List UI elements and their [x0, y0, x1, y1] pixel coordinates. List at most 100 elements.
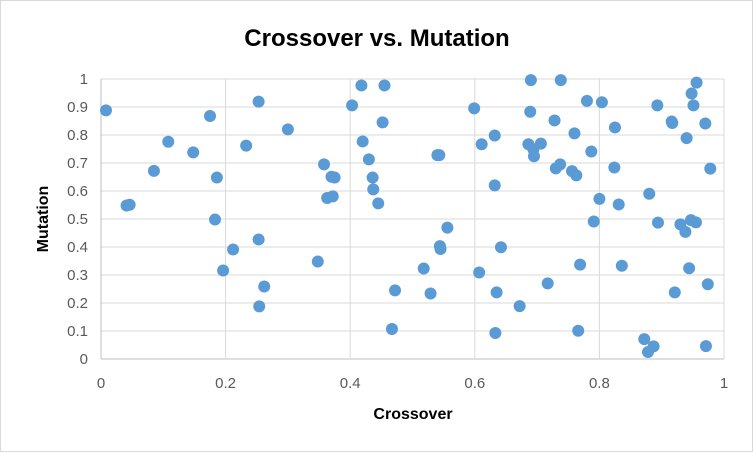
scatter-point: [99, 104, 112, 117]
scatter-point: [252, 95, 265, 108]
scatter-point: [468, 102, 481, 115]
scatter-point: [434, 242, 447, 255]
scatter-point: [643, 187, 656, 200]
scatter-point: [651, 216, 664, 229]
scatter-point: [524, 74, 537, 87]
y-tick-label: 0.7: [67, 155, 88, 172]
scatter-point: [372, 197, 385, 210]
scatter-point: [685, 87, 698, 100]
scatter-point: [326, 190, 339, 203]
scatter-point: [527, 150, 540, 163]
scatter-point: [608, 161, 621, 174]
scatter-point: [494, 241, 507, 254]
scatter-point: [378, 79, 391, 92]
scatter-point: [534, 137, 547, 150]
y-tick-label: 0.1: [67, 323, 88, 340]
scatter-point: [366, 171, 379, 184]
scatter-point: [488, 129, 501, 142]
tick-labels: 0 0.1 0.2 0.3 0.4 0.5 0.6 0.7 0.8 0.9 1 0 0.2 0.4 0.6 0…: [67, 71, 728, 392]
scatter-point: [647, 340, 660, 353]
y-tick-label: 0.8: [67, 127, 88, 144]
scatter-point: [355, 79, 368, 92]
scatter-point: [328, 171, 341, 184]
y-tick-label: 0.5: [67, 211, 88, 228]
scatter-point: [258, 280, 271, 293]
scatter-point: [204, 109, 217, 122]
scatter-point: [318, 158, 331, 171]
y-tick-label: 0: [80, 351, 88, 368]
scatter-point: [666, 116, 679, 129]
scatter-point: [689, 216, 702, 229]
scatter-point: [252, 233, 265, 246]
scatter-point: [524, 105, 537, 118]
scatter-point: [699, 117, 712, 130]
y-tick-label: 0.2: [67, 295, 88, 312]
scatter-point: [490, 286, 503, 299]
scatter-point: [123, 198, 136, 211]
y-tick-label: 0.4: [67, 239, 88, 256]
scatter-point: [385, 323, 398, 336]
y-tick-label: 1: [80, 71, 88, 88]
scatter-point: [704, 162, 717, 175]
scatter-point: [680, 132, 693, 145]
scatter-point: [475, 138, 488, 151]
x-tick-label: 0.6: [464, 375, 485, 392]
scatter-point: [679, 225, 692, 238]
scatter-point: [651, 99, 664, 112]
scatter-point: [580, 94, 593, 107]
x-tick-label: 0: [97, 375, 105, 392]
scatter-point: [441, 221, 454, 234]
scatter-point: [595, 96, 608, 109]
scatter-point: [554, 74, 567, 87]
scatter-point: [424, 287, 437, 300]
scatter-point: [376, 116, 389, 129]
scatter-point: [187, 146, 200, 159]
scatter-point: [513, 300, 526, 313]
scatter-point: [568, 127, 581, 140]
scatter-point: [574, 258, 587, 271]
scatter-point: [311, 255, 324, 268]
x-tick-label: 0.2: [215, 375, 236, 392]
gridlines: [100, 78, 725, 360]
scatter-point: [687, 99, 700, 112]
scatter-point: [433, 149, 446, 162]
scatter-point: [541, 277, 554, 290]
scatter-point: [367, 183, 380, 196]
scatter-point: [668, 286, 681, 299]
scatter-point: [489, 326, 502, 339]
scatter-point: [362, 153, 375, 166]
scatter-point: [690, 76, 703, 89]
y-tick-label: 0.3: [67, 267, 88, 284]
x-tick-label: 0.8: [589, 375, 610, 392]
scatter-point: [417, 262, 430, 275]
scatter-point: [554, 158, 567, 171]
scatter-point: [162, 135, 175, 148]
scatter-point: [593, 192, 606, 205]
scatter-point: [473, 266, 486, 279]
scatter-point: [638, 333, 651, 346]
scatter-point: [253, 300, 266, 313]
scatter-point: [147, 164, 160, 177]
scatter-point: [209, 213, 222, 226]
scatter-point: [699, 340, 712, 353]
scatter-point: [227, 243, 240, 256]
y-tick-label: 0.9: [67, 99, 88, 116]
y-tick-label: 0.6: [67, 183, 88, 200]
scatter-point: [389, 284, 402, 297]
scatter-point: [612, 198, 625, 211]
scatter-point: [585, 145, 598, 158]
scatter-point: [281, 123, 294, 136]
data-points: [99, 74, 717, 358]
x-tick-label: 1: [720, 375, 728, 392]
scatter-point: [210, 171, 223, 184]
scatter-point: [217, 264, 230, 277]
scatter-point: [240, 139, 253, 152]
scatter-point: [548, 114, 561, 127]
scatter-point: [615, 259, 628, 272]
y-axis-title: Mutation: [35, 186, 52, 253]
scatter-point: [356, 135, 369, 148]
chart-title: Crossover vs. Mutation: [244, 25, 509, 52]
x-tick-label: 0.4: [340, 375, 361, 392]
scatter-point: [587, 215, 600, 228]
